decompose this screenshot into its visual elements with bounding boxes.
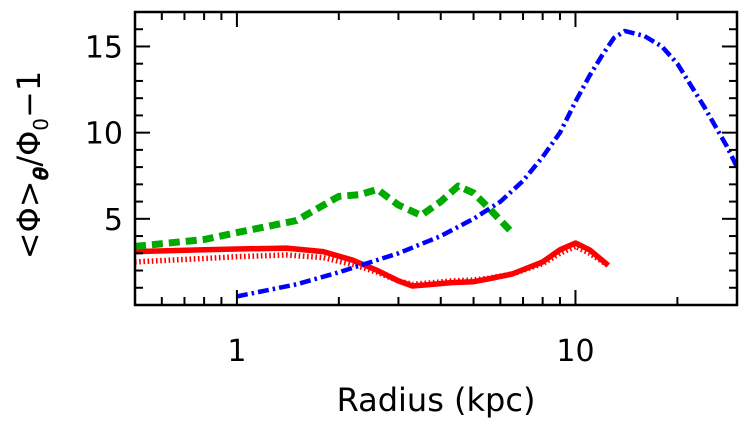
- y-axis-title-open: <Φ>: [10, 180, 48, 259]
- series-line-4-dash-dot: [236, 28, 740, 299]
- x-axis-title: Radius (kpc): [337, 381, 536, 419]
- x-tick-label-10: 10: [556, 334, 594, 369]
- y-axis-title-mid: /Φ: [10, 131, 48, 167]
- y-axis-title: <Φ>θ/Φ0−1: [10, 71, 53, 259]
- axis-ticks: [134, 11, 738, 306]
- y-tick-label-5: 5: [104, 203, 123, 238]
- y-axis-title-sub2: 0: [29, 118, 53, 131]
- y-axis-title-end: −1: [10, 71, 48, 118]
- series-line-1-solid: [134, 240, 611, 289]
- series-line-2-dotted: [134, 243, 610, 288]
- tick-labels: 1 10 5 10 15: [85, 30, 595, 369]
- plot-series: [134, 28, 740, 299]
- y-axis-title-sub1: θ: [29, 166, 53, 180]
- y-tick-label-10: 10: [85, 117, 123, 152]
- plot-frame: [133, 10, 739, 307]
- x-tick-label-1: 1: [227, 334, 246, 369]
- series-line-3-dashed: [134, 182, 515, 250]
- y-tick-label-15: 15: [85, 30, 123, 65]
